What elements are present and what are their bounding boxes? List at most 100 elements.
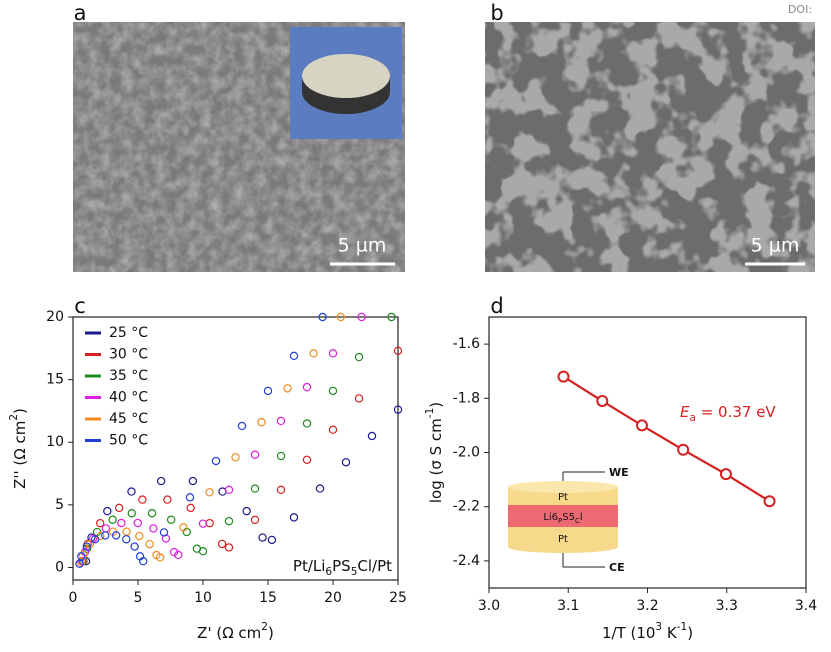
data-point <box>111 531 121 540</box>
doi: DOI: <box>788 3 812 16</box>
x-tick-label: 5 <box>134 590 143 606</box>
data-point <box>127 487 136 496</box>
data-point <box>267 535 277 545</box>
x-tick-label: 3.0 <box>478 598 500 614</box>
x-tick-label: 0 <box>69 590 78 606</box>
data-point <box>103 506 112 516</box>
inset-label: WE <box>609 466 629 479</box>
data-point <box>367 431 377 441</box>
data-point <box>635 419 648 432</box>
data-point <box>336 312 345 322</box>
x-axis-label: Z' (Ω cm2) <box>197 621 274 642</box>
sem-image <box>73 22 405 272</box>
data-point <box>328 349 338 358</box>
data-point <box>75 559 84 568</box>
y-tick-label: 20 <box>46 309 64 325</box>
data-point <box>237 421 247 431</box>
data-point <box>357 312 366 322</box>
data-point <box>224 485 234 495</box>
y-tick-label: -2.0 <box>453 445 480 461</box>
data-point <box>763 495 776 508</box>
data-point <box>156 476 166 486</box>
data-point <box>393 346 403 356</box>
annotation: Ea = 0.37 eV <box>680 403 776 425</box>
data-point <box>302 382 312 392</box>
data-point <box>127 509 136 518</box>
data-point <box>169 547 179 557</box>
x-axis-label: 1/T (103 K-1) <box>602 621 693 642</box>
sem-image <box>485 22 815 272</box>
x-tick-label: 3.3 <box>716 598 738 614</box>
y-tick-label: -2.4 <box>453 553 480 569</box>
data-point <box>250 484 260 493</box>
plot-frame <box>72 316 399 581</box>
data-point <box>315 484 325 493</box>
data-point <box>283 384 292 393</box>
data-point <box>179 523 188 532</box>
data-point <box>95 518 105 528</box>
x-tick-label: 3.1 <box>557 598 579 614</box>
data-point <box>242 506 251 516</box>
data-point <box>354 394 364 403</box>
legend-label: 40 °C <box>109 390 148 406</box>
data-point <box>185 493 195 502</box>
data-point <box>263 386 273 396</box>
data-point <box>122 527 131 536</box>
data-point <box>188 476 198 486</box>
data-point <box>318 312 327 322</box>
legend-label: 25 °C <box>109 325 148 341</box>
data-point <box>163 495 172 504</box>
data-point <box>677 443 690 456</box>
data-point <box>205 488 214 497</box>
x-tick-label: 3.4 <box>795 598 817 614</box>
data-point <box>133 518 142 528</box>
data-point <box>101 524 111 533</box>
panel-label: d <box>490 294 503 318</box>
y-axis-label: log (σ S cm-1) <box>424 402 445 503</box>
legend-label: 35 °C <box>109 368 148 384</box>
data-point <box>77 557 87 566</box>
data-point <box>557 370 570 383</box>
scale-bar-label: 5 µm <box>338 235 387 257</box>
y-tick-label: 15 <box>46 372 64 388</box>
panel-label: c <box>74 294 86 318</box>
annotation: Pt/Li6PS5Cl/Pt <box>293 557 392 579</box>
y-tick-label: -1.8 <box>453 390 480 406</box>
data-point <box>122 535 131 544</box>
data-point <box>328 386 338 396</box>
inset-label: Pt <box>558 492 568 503</box>
data-point <box>166 515 176 524</box>
data-point <box>77 552 86 561</box>
data-point <box>159 528 169 537</box>
data-point <box>211 456 221 466</box>
inset-label: Pt <box>558 534 568 545</box>
data-point <box>387 312 396 322</box>
data-point <box>155 553 165 562</box>
cell-diagram <box>508 471 618 568</box>
cell-bottom <box>508 541 618 553</box>
data-point <box>130 542 139 551</box>
y-tick-label: -2.2 <box>453 499 480 515</box>
data-point <box>276 451 286 461</box>
data-point <box>90 535 100 544</box>
data-point <box>76 558 86 567</box>
legend-label: 45 °C <box>109 411 148 427</box>
y-tick-label: 5 <box>55 497 64 513</box>
data-point <box>135 531 144 541</box>
legend-label: 50 °C <box>109 433 148 449</box>
scale-bar-label: 5 µm <box>751 235 800 257</box>
data-point <box>198 519 208 528</box>
data-point <box>258 533 267 542</box>
data-point <box>276 485 286 495</box>
data-point <box>289 513 299 522</box>
data-point <box>250 450 260 459</box>
fit-line <box>562 375 771 503</box>
data-point <box>145 539 154 549</box>
y-tick-label: -1.6 <box>453 336 480 352</box>
panel-label: b <box>490 1 503 25</box>
data-point <box>78 550 88 560</box>
data-point <box>108 515 117 524</box>
data-point <box>276 416 286 426</box>
data-point <box>198 546 208 556</box>
